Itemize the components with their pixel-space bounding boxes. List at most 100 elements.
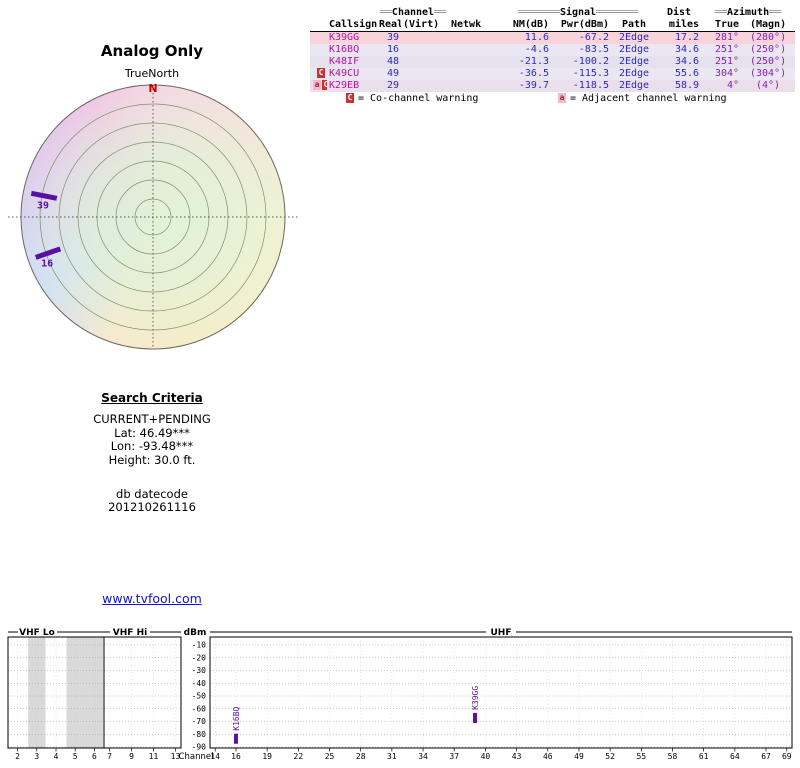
magn-az-cell: (280°) — [749, 32, 787, 43]
col-header-pwr: Pwr(dBm) — [551, 19, 611, 32]
station-callsign-label: K39GG — [471, 686, 480, 710]
svg-text:4: 4 — [54, 752, 59, 761]
svg-text:14: 14 — [210, 752, 220, 761]
true-az-cell: 251° — [714, 44, 740, 55]
pwr-cell: -100.2 — [572, 56, 609, 67]
col-header-netwk: Netwk — [449, 19, 499, 32]
svg-text:37: 37 — [449, 752, 459, 761]
criteria-mode: CURRENT+PENDING — [93, 412, 211, 426]
col-header-true: True — [701, 19, 742, 32]
channel-axis-label: Channel — [179, 752, 214, 762]
callsign-cell: K39GG — [329, 32, 360, 43]
svg-text:34: 34 — [418, 752, 428, 761]
path-cell: 2Edge — [618, 56, 650, 67]
band-header-label: UHF — [491, 628, 512, 638]
miles-cell: 17.2 — [674, 32, 700, 43]
path-cell: 2Edge — [618, 80, 650, 91]
miles-cell: 55.6 — [674, 68, 700, 79]
row-warning-badges — [310, 56, 327, 68]
svg-text:-50: -50 — [192, 692, 207, 701]
row-warning-badges: C — [310, 68, 327, 80]
station-callsign-label: K16BQ — [232, 706, 241, 730]
magn-az-cell: (4°) — [755, 80, 781, 91]
station-channel-label: 39 — [37, 201, 49, 212]
svg-text:-80: -80 — [192, 730, 207, 739]
svg-text:46: 46 — [543, 752, 553, 761]
svg-text:55: 55 — [636, 752, 646, 761]
callsign-cell: K29EB — [329, 80, 360, 91]
co-channel-badge: C — [346, 93, 354, 103]
svg-text:58: 58 — [668, 752, 678, 761]
criteria-height: Height: 30.0 ft. — [108, 452, 196, 467]
criteria-lat: Lat: 46.49*** — [114, 425, 190, 440]
svg-text:7: 7 — [107, 752, 112, 761]
nm-cell: -39.7 — [518, 80, 549, 91]
true-north-label: TrueNorth — [124, 67, 180, 80]
svg-text:-10: -10 — [192, 641, 207, 650]
magn-az-cell: (304°) — [749, 68, 787, 79]
group-header-dist: Dist — [666, 7, 692, 18]
svg-text:22: 22 — [294, 752, 304, 761]
svg-text:-30: -30 — [192, 666, 207, 675]
miles-cell: 58.9 — [674, 80, 700, 91]
true-az-cell: 281° — [714, 32, 740, 43]
db-datecode-block: db datecode 201210261116 — [2, 488, 302, 514]
svg-text:-90: -90 — [192, 743, 207, 752]
callsign-cell: K16BQ — [329, 44, 360, 55]
legend-adjacent-channel: a = Adjacent channel warning — [557, 93, 727, 104]
svg-text:11: 11 — [149, 752, 159, 761]
group-header-signal: ═══════Signal═══════ — [517, 7, 639, 18]
virt-channel-cell — [401, 80, 449, 92]
col-header-real: Real — [377, 19, 401, 32]
miles-cell: 34.6 — [674, 56, 700, 67]
signals-table-wrap: ══Channel══ ═══════Signal═══════ Dist ══… — [310, 7, 796, 92]
svg-text:43: 43 — [512, 752, 522, 761]
pwr-cell: -83.5 — [578, 44, 609, 55]
svg-text:19: 19 — [262, 752, 272, 761]
table-row: a C K29EB 29 -39.7 -118.5 2Edge 58.9 4° (4°) — [310, 80, 796, 92]
north-marker: N — [148, 82, 157, 95]
true-az-cell: 304° — [714, 68, 740, 79]
criteria-lon: Lon: -93.48*** — [110, 439, 194, 454]
magn-az-cell: (250°) — [749, 56, 787, 67]
table-row: C K49CU 49 -36.5 -115.3 2Edge 55.6 304° (304°) — [310, 68, 796, 80]
adjacent-channel-badge: a — [313, 80, 321, 90]
real-channel-cell: 29 — [386, 80, 399, 91]
svg-text:31: 31 — [387, 752, 397, 761]
legend-co-channel-text: = Co-channel warning — [358, 93, 479, 104]
network-cell — [449, 32, 499, 45]
path-cell: 2Edge — [618, 44, 650, 55]
svg-text:5: 5 — [73, 752, 78, 761]
col-header-callsign: Callsign — [327, 19, 377, 32]
col-header-virt: (Virt) — [401, 19, 449, 32]
station-channel-label: 16 — [41, 258, 53, 269]
row-warning-badges — [310, 32, 327, 45]
band-header-label: VHF Lo — [19, 628, 55, 638]
search-criteria-heading: Search Criteria — [101, 391, 203, 405]
real-channel-cell: 49 — [386, 68, 399, 79]
svg-text:67: 67 — [761, 752, 771, 761]
band-header-label: dBm — [184, 628, 207, 638]
svg-text:-70: -70 — [192, 717, 207, 726]
virt-channel-cell — [401, 56, 449, 68]
svg-text:49: 49 — [574, 752, 584, 761]
svg-text:9: 9 — [129, 752, 134, 761]
db-datecode-label: db datecode — [116, 487, 188, 501]
true-az-cell: 4° — [726, 80, 740, 91]
svg-text:40: 40 — [481, 752, 491, 761]
tvfool-link-wrap: www.tvfool.com — [2, 591, 302, 606]
col-header-miles: miles — [657, 19, 702, 32]
legend-adjacent-channel-text: = Adjacent channel warning — [570, 93, 727, 104]
path-cell: 2Edge — [618, 68, 650, 79]
table-row: K39GG 39 11.6 -67.2 2Edge 17.2 281° (280°) — [310, 31, 796, 45]
nm-cell: 11.6 — [524, 32, 549, 43]
signals-table: ══Channel══ ═══════Signal═══════ Dist ══… — [310, 7, 796, 92]
band-header-label: VHF Hi — [113, 628, 147, 638]
svg-text:-60: -60 — [192, 704, 207, 713]
polar-azimuth-plot: N 39 16 — [8, 82, 298, 350]
svg-text:52: 52 — [605, 752, 615, 761]
tvfool-link[interactable]: www.tvfool.com — [102, 591, 202, 606]
callsign-cell: K49CU — [329, 68, 360, 79]
network-cell — [449, 44, 499, 56]
